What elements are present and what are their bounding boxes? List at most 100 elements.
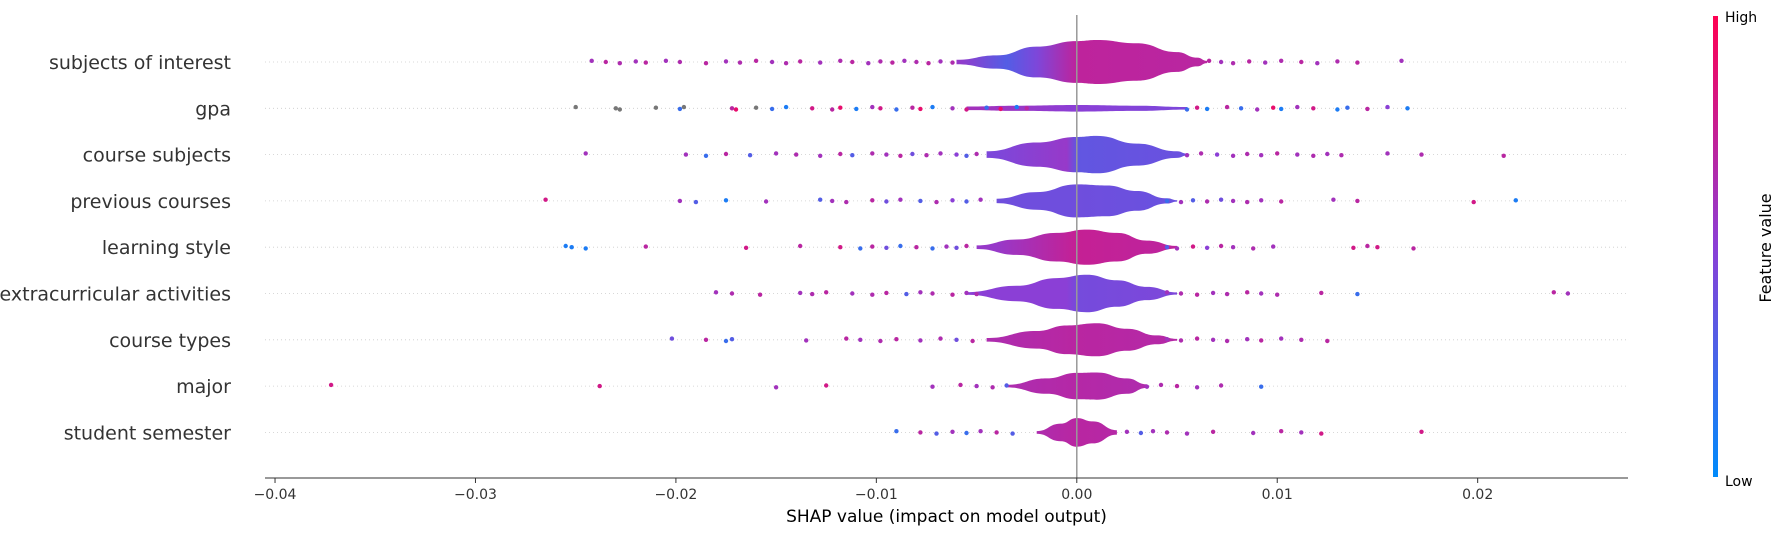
shap-point <box>938 151 943 156</box>
shap-point <box>1255 107 1260 112</box>
shap-point <box>1259 153 1264 158</box>
shap-point <box>783 61 789 66</box>
shap-point <box>870 198 875 203</box>
shap-point <box>1164 337 1170 342</box>
shap-point <box>1184 431 1190 436</box>
x-tick-label: −0.01 <box>855 487 898 503</box>
shap-point <box>1010 431 1015 436</box>
shap-point <box>938 59 943 64</box>
shap-point <box>583 246 588 251</box>
shap-point <box>818 60 823 65</box>
shap-point <box>589 58 594 63</box>
shap-point <box>683 152 689 157</box>
shap-point <box>643 60 648 65</box>
shap-point <box>1245 151 1250 157</box>
shap-point <box>653 105 659 110</box>
feature-row: subjects of interest <box>49 40 1628 84</box>
feature-row: previous courses <box>70 184 1628 218</box>
feature-label: course types <box>109 330 231 352</box>
shap-point <box>798 290 803 296</box>
shap-point <box>890 60 895 65</box>
shap-point <box>964 243 969 249</box>
shap-point <box>1331 197 1336 202</box>
shap-point <box>810 291 815 297</box>
shap-point <box>978 429 983 434</box>
shap-point <box>1245 199 1250 205</box>
shap-point <box>858 246 863 251</box>
shap-point <box>543 197 548 202</box>
shap-point <box>990 385 995 390</box>
shap-point <box>1365 106 1370 112</box>
shap-point <box>950 198 955 203</box>
shap-point <box>1263 60 1268 65</box>
shap-point <box>1259 384 1264 389</box>
shap-point <box>918 198 923 204</box>
shap-point <box>954 152 959 157</box>
x-ticks: −0.04 −0.03 −0.02 −0.01 0.00 0.01 0.02 <box>254 478 1493 503</box>
feature-label: student semester <box>64 422 231 444</box>
shap-point <box>1279 336 1284 341</box>
shap-point <box>1124 429 1130 434</box>
shap-point <box>1299 337 1304 342</box>
shap-point <box>703 61 709 66</box>
shap-point <box>677 106 683 112</box>
shap-point <box>1279 58 1284 63</box>
shap-point <box>930 291 935 296</box>
shap-point <box>964 107 969 112</box>
shap-point <box>703 153 709 158</box>
shap-point <box>1411 246 1416 251</box>
shap-point <box>1190 244 1196 249</box>
shap-point <box>1230 245 1236 250</box>
shap-point <box>866 61 871 66</box>
shap-point <box>1164 198 1170 204</box>
shap-point <box>1311 106 1316 111</box>
feature-row: learning style <box>102 229 1628 265</box>
shap-point <box>930 246 935 251</box>
shap-point <box>1565 291 1571 296</box>
shap-point <box>838 151 843 157</box>
shap-point <box>1275 292 1280 297</box>
shap-point <box>1204 106 1210 112</box>
shap-point <box>850 59 855 65</box>
shap-point <box>1230 198 1236 204</box>
shap-point <box>753 58 759 63</box>
shap-point <box>894 107 899 112</box>
rows-layer: subjects of interest gpa course subjects pr… <box>0 40 1628 447</box>
shap-point <box>1355 60 1360 65</box>
shap-point <box>1144 384 1150 389</box>
shap-point <box>1178 338 1184 343</box>
shap-point <box>1251 246 1256 251</box>
shap-point <box>1218 383 1224 388</box>
shap-point <box>1295 104 1300 110</box>
shap-point <box>723 59 729 64</box>
shap-point <box>1164 245 1170 250</box>
shap-point <box>964 290 969 296</box>
colorbar-title: Feature value <box>1756 193 1775 302</box>
shap-point <box>569 245 574 250</box>
shap-point <box>838 105 843 110</box>
shap-point <box>878 106 883 111</box>
shap-point <box>681 104 687 110</box>
shap-point <box>938 336 943 341</box>
shap-point <box>743 245 749 250</box>
shap-point <box>1004 383 1009 388</box>
shap-point <box>1299 59 1304 65</box>
colorbar-high-label: High <box>1725 10 1757 26</box>
shap-point <box>1247 59 1252 64</box>
feature-row: student semester <box>64 418 1628 447</box>
shap-point <box>757 292 763 297</box>
shap-point <box>884 290 889 296</box>
shap-point <box>898 243 903 249</box>
shap-point <box>1279 106 1284 112</box>
shap-point <box>747 153 753 158</box>
shap-point <box>1204 199 1210 204</box>
shap-point <box>954 337 959 342</box>
shap-point <box>783 104 789 110</box>
colorbar <box>1713 16 1718 477</box>
x-axis-label: SHAP value (impact on model output) <box>786 507 1107 527</box>
shap-point <box>737 60 743 65</box>
shap-point <box>870 244 875 249</box>
x-tick-label: 0.00 <box>1061 487 1092 503</box>
shap-point <box>830 107 835 112</box>
